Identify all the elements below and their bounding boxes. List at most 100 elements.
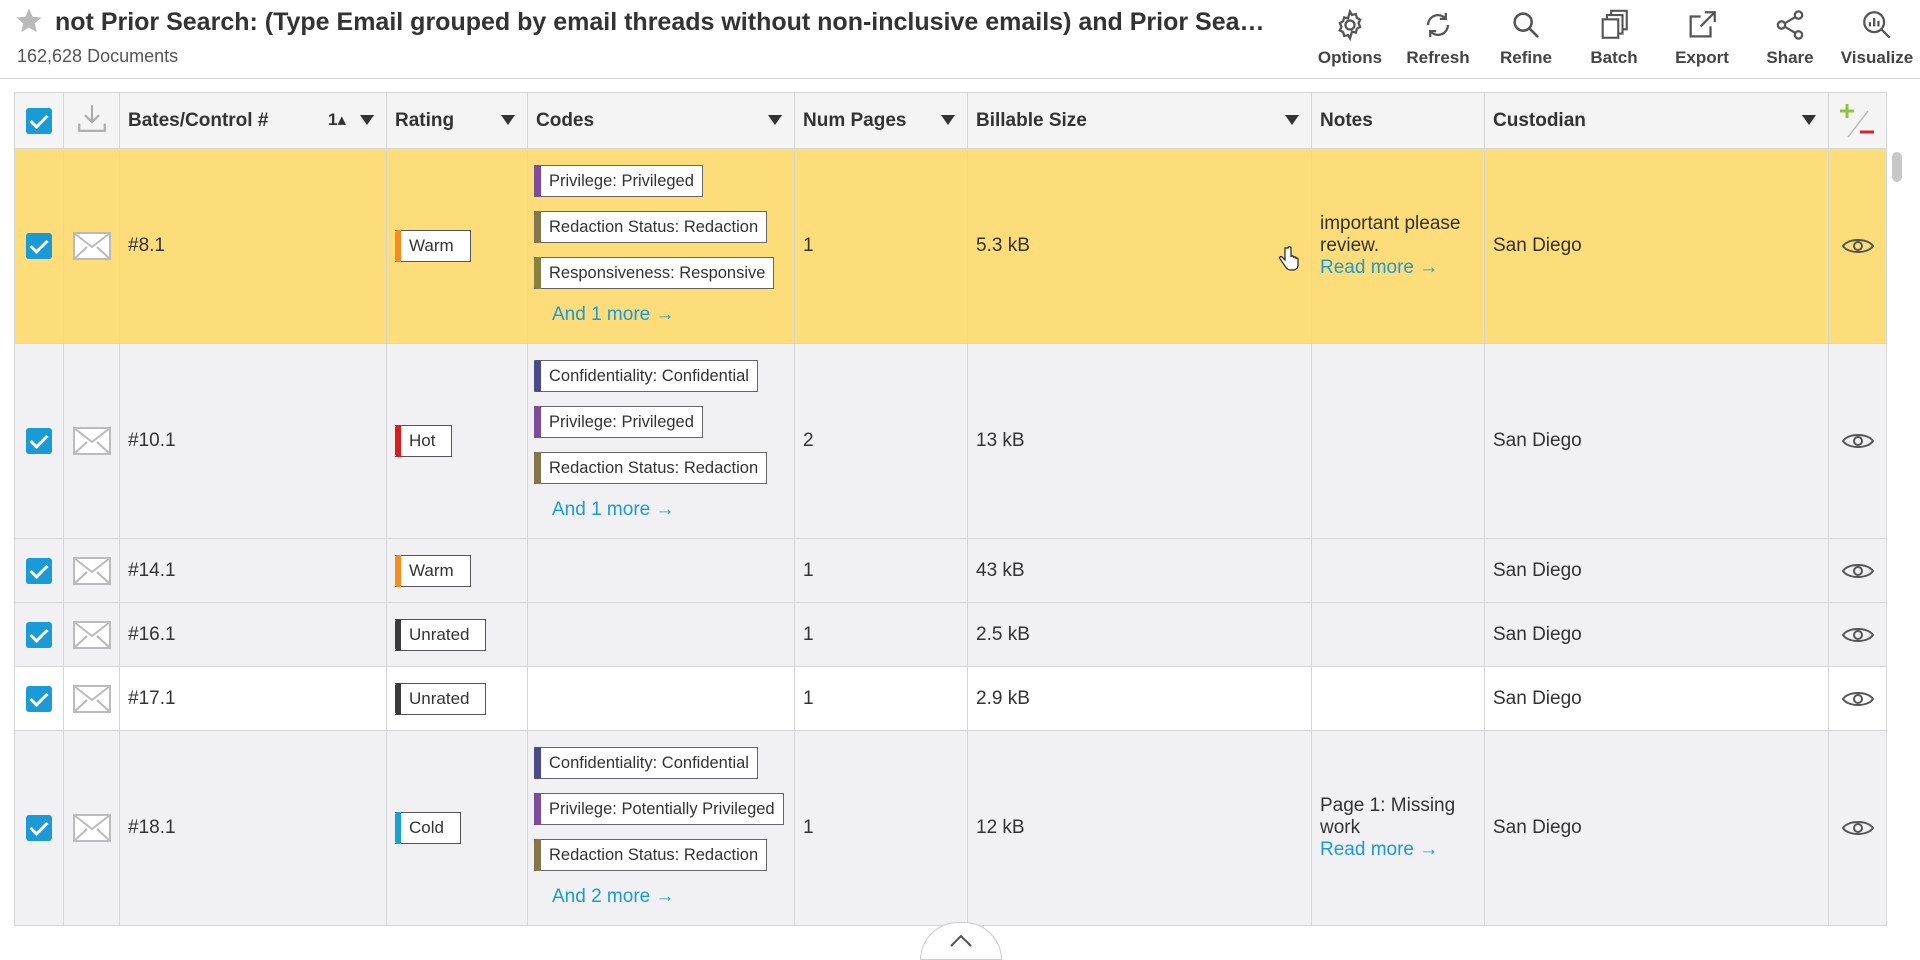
bates-cell[interactable]: #16.1 [119, 602, 387, 667]
eye-icon[interactable] [1841, 624, 1875, 646]
rating-badge[interactable]: Hot [395, 425, 453, 457]
export-button[interactable]: Export [1658, 0, 1746, 78]
table-row[interactable]: #18.1 Cold Confidentiality: Confidential… [14, 730, 1887, 926]
share-label: Share [1766, 48, 1814, 67]
rating-cell: Cold [386, 730, 528, 926]
sort-indicator[interactable]: 1▴ [328, 110, 346, 129]
collapse-panel-button[interactable] [920, 922, 1002, 960]
favorite-star-icon[interactable] [14, 6, 44, 36]
preview-cell [1828, 343, 1887, 539]
eye-icon[interactable] [1841, 235, 1875, 257]
eye-icon[interactable] [1841, 817, 1875, 839]
read-more-link[interactable]: Read more → [1320, 839, 1439, 860]
custodian-cell: San Diego [1484, 343, 1829, 539]
share-button[interactable]: Share [1746, 0, 1834, 78]
refresh-button[interactable]: Refresh [1394, 0, 1482, 78]
eye-icon[interactable] [1841, 430, 1875, 452]
row-checkbox[interactable] [26, 557, 52, 584]
billable-size-cell: 13 kB [967, 343, 1312, 539]
bates-cell[interactable]: #17.1 [119, 666, 387, 731]
num-pages-filter-arrow[interactable] [941, 115, 955, 125]
rating-badge[interactable]: Cold [395, 812, 461, 844]
row-checkbox[interactable] [26, 233, 52, 259]
envelope-icon [72, 814, 111, 842]
code-tag: Responsiveness: Responsive [534, 257, 775, 289]
table-row[interactable]: #14.1 Warm 1 43 kB San Diego [14, 538, 1887, 603]
code-tag: Redaction Status: Redaction [534, 839, 768, 871]
column-header-codes[interactable]: Codes [527, 92, 795, 149]
codes-filter-arrow[interactable] [768, 115, 782, 125]
refresh-icon [1426, 12, 1450, 38]
gear-icon [1338, 8, 1362, 42]
row-checkbox[interactable] [26, 428, 52, 454]
custodian-cell: San Diego [1484, 602, 1829, 667]
rating-filter-arrow[interactable] [501, 115, 515, 125]
rating-cell: Warm [386, 538, 528, 603]
table-row[interactable]: #10.1 Hot Confidentiality: Confidential … [14, 343, 1887, 539]
batch-icon [1601, 9, 1628, 39]
refresh-label: Refresh [1406, 48, 1470, 67]
billable-size-cell: 5.3 kB [967, 148, 1312, 344]
search-title: not Prior Search: (Type Email grouped by… [55, 8, 1265, 36]
table-row[interactable]: #8.1 Warm Privilege: Privileged Redactio… [14, 148, 1887, 344]
more-codes-link[interactable]: And 1 more → [552, 304, 675, 325]
rating-badge[interactable]: Unrated [395, 618, 487, 651]
column-header-notes[interactable]: Notes [1311, 92, 1485, 149]
notes-cell [1311, 538, 1485, 603]
bates-cell[interactable]: #14.1 [119, 538, 387, 603]
row-select-cell [14, 538, 64, 603]
chevron-up-icon [950, 934, 972, 947]
billable-size-cell: 2.5 kB [967, 602, 1312, 667]
bates-cell[interactable]: #8.1 [119, 148, 387, 344]
bates-cell[interactable]: #18.1 [119, 730, 387, 926]
num-pages-cell: 1 [794, 730, 968, 926]
notes-cell: Page 1: Missing work Read more → [1311, 730, 1485, 926]
custodian-filter-arrow[interactable] [1802, 115, 1816, 125]
read-more-link[interactable]: Read more → [1320, 257, 1439, 278]
batch-button[interactable]: Batch [1570, 0, 1658, 78]
preview-cell [1828, 538, 1887, 603]
row-checkbox[interactable] [26, 621, 52, 648]
bates-cell[interactable]: #10.1 [119, 343, 387, 539]
eye-icon[interactable] [1841, 560, 1875, 582]
more-codes-link[interactable]: And 1 more → [552, 499, 675, 520]
download-icon[interactable] [75, 101, 109, 135]
custodian-cell: San Diego [1484, 148, 1829, 344]
row-checkbox[interactable] [26, 685, 52, 712]
add-remove-columns-icon[interactable] [1838, 101, 1878, 141]
rating-badge[interactable]: Warm [395, 230, 471, 262]
column-header-bates[interactable]: Bates/Control # 1▴ [119, 92, 387, 149]
eye-icon[interactable] [1841, 688, 1875, 710]
row-type-cell [63, 148, 120, 344]
table-row[interactable]: #16.1 Unrated 1 2.5 kB San Diego [14, 602, 1887, 667]
row-checkbox[interactable] [26, 815, 52, 841]
export-icon [1689, 11, 1716, 38]
more-codes-link[interactable]: And 2 more → [552, 886, 675, 907]
options-button[interactable]: Options [1306, 0, 1394, 78]
num-pages-cell: 1 [794, 538, 968, 603]
code-tag: Redaction Status: Redaction [534, 452, 768, 484]
notes-cell [1311, 602, 1485, 667]
column-header-rating[interactable]: Rating [386, 92, 528, 149]
visualize-button[interactable]: Visualize [1834, 0, 1920, 78]
column-header-num-pages[interactable]: Num Pages [794, 92, 968, 149]
codes-header-label: Codes [536, 109, 595, 131]
visualize-icon [1863, 11, 1891, 39]
rating-badge[interactable]: Unrated [395, 682, 487, 715]
refine-button[interactable]: Refine [1482, 0, 1570, 78]
column-header-custodian[interactable]: Custodian [1484, 92, 1829, 149]
notes-cell [1311, 343, 1485, 539]
preview-cell [1828, 602, 1887, 667]
select-all-checkbox[interactable] [26, 107, 52, 134]
code-tag: Privilege: Potentially Privileged [534, 793, 784, 825]
column-header-billable-size[interactable]: Billable Size [967, 92, 1312, 149]
vertical-scrollbar-thumb[interactable] [1892, 152, 1902, 182]
header-bar: not Prior Search: (Type Email grouped by… [0, 0, 1920, 79]
bates-filter-arrow[interactable] [360, 115, 374, 125]
num-pages-cell: 2 [794, 343, 968, 539]
table-row[interactable]: #17.1 Unrated 1 2.9 kB San Diego [14, 666, 1887, 731]
billable-size-filter-arrow[interactable] [1285, 115, 1299, 125]
billable-size-cell: 12 kB [967, 730, 1312, 926]
rating-badge[interactable]: Warm [395, 554, 471, 587]
rating-cell: Warm [386, 148, 528, 344]
